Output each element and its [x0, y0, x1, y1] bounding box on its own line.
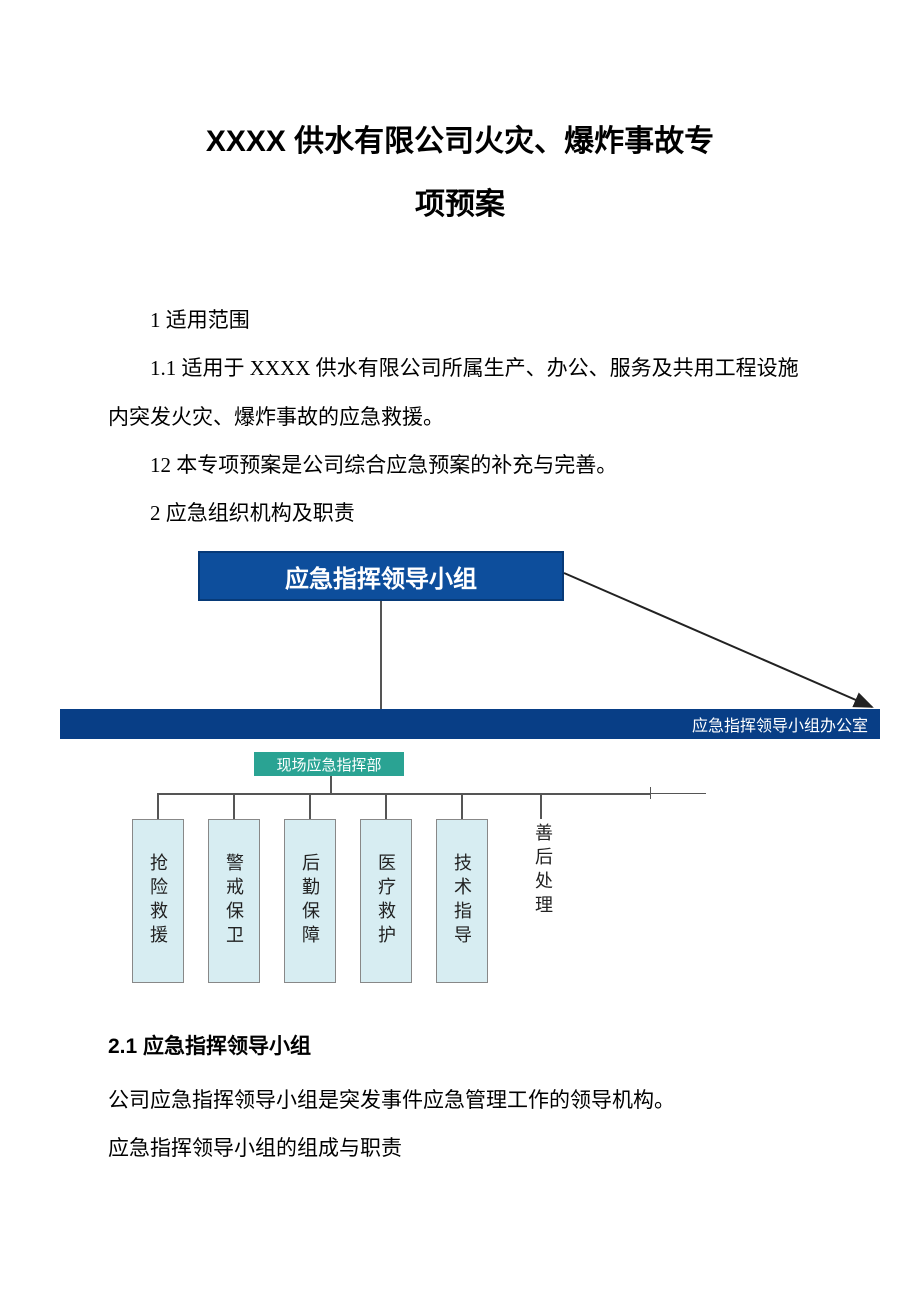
para-scope-1: 1.1 适用于 XXXX 供水有限公司所属生产、办公、服务及共用工程设施内突发火… [108, 344, 812, 441]
para-org-head: 2 应急组织机构及职责 [108, 489, 812, 537]
org-box-3: 医疗救护 [360, 819, 412, 983]
section-2-1-heading: 2.1 应急指挥领导小组 [108, 1023, 812, 1071]
org-box-0: 抢险救援 [132, 819, 184, 983]
section-2-1-p1: 公司应急指挥领导小组是突发事件应急管理工作的领导机构。 [108, 1076, 812, 1124]
connector-drop-5 [540, 793, 542, 819]
connector-drop-1 [233, 793, 235, 819]
para-scope-2: 12 本专项预案是公司综合应急预案的补充与完善。 [108, 441, 812, 489]
connector-drop-4 [461, 793, 463, 819]
org-box-2: 后勤保障 [284, 819, 336, 983]
para-scope-head: 1 适用范围 [108, 296, 812, 344]
title-line-2: 项预案 [60, 173, 860, 236]
org-plain-label: 善后处理 [530, 823, 556, 919]
org-onsite-banner: 现场应急指挥部 [254, 752, 404, 776]
connector-drop-2 [309, 793, 311, 819]
document-title: XXXX 供水有限公司火灾、爆炸事故专 项预案 [60, 110, 860, 236]
org-office-banner: 应急指挥领导小组办公室 [60, 709, 880, 739]
connector-hbar-right [650, 793, 706, 794]
connector-drop-0 [157, 793, 159, 819]
section-2-1-p2: 应急指挥领导小组的组成与职责 [108, 1124, 812, 1172]
connector-hbar [157, 793, 650, 795]
connector-drop-3 [385, 793, 387, 819]
org-box-4: 技术指导 [436, 819, 488, 983]
title-line-1: XXXX 供水有限公司火灾、爆炸事故专 [60, 110, 860, 173]
org-box-1: 警戒保卫 [208, 819, 260, 983]
connector-right-T [650, 787, 651, 799]
connector-onsite-down [330, 776, 332, 793]
org-chart-diagram: 应急指挥领导小组 应急指挥领导小组办公室现场应急指挥部抢险救援警戒保卫后勤保障医… [60, 545, 860, 1005]
